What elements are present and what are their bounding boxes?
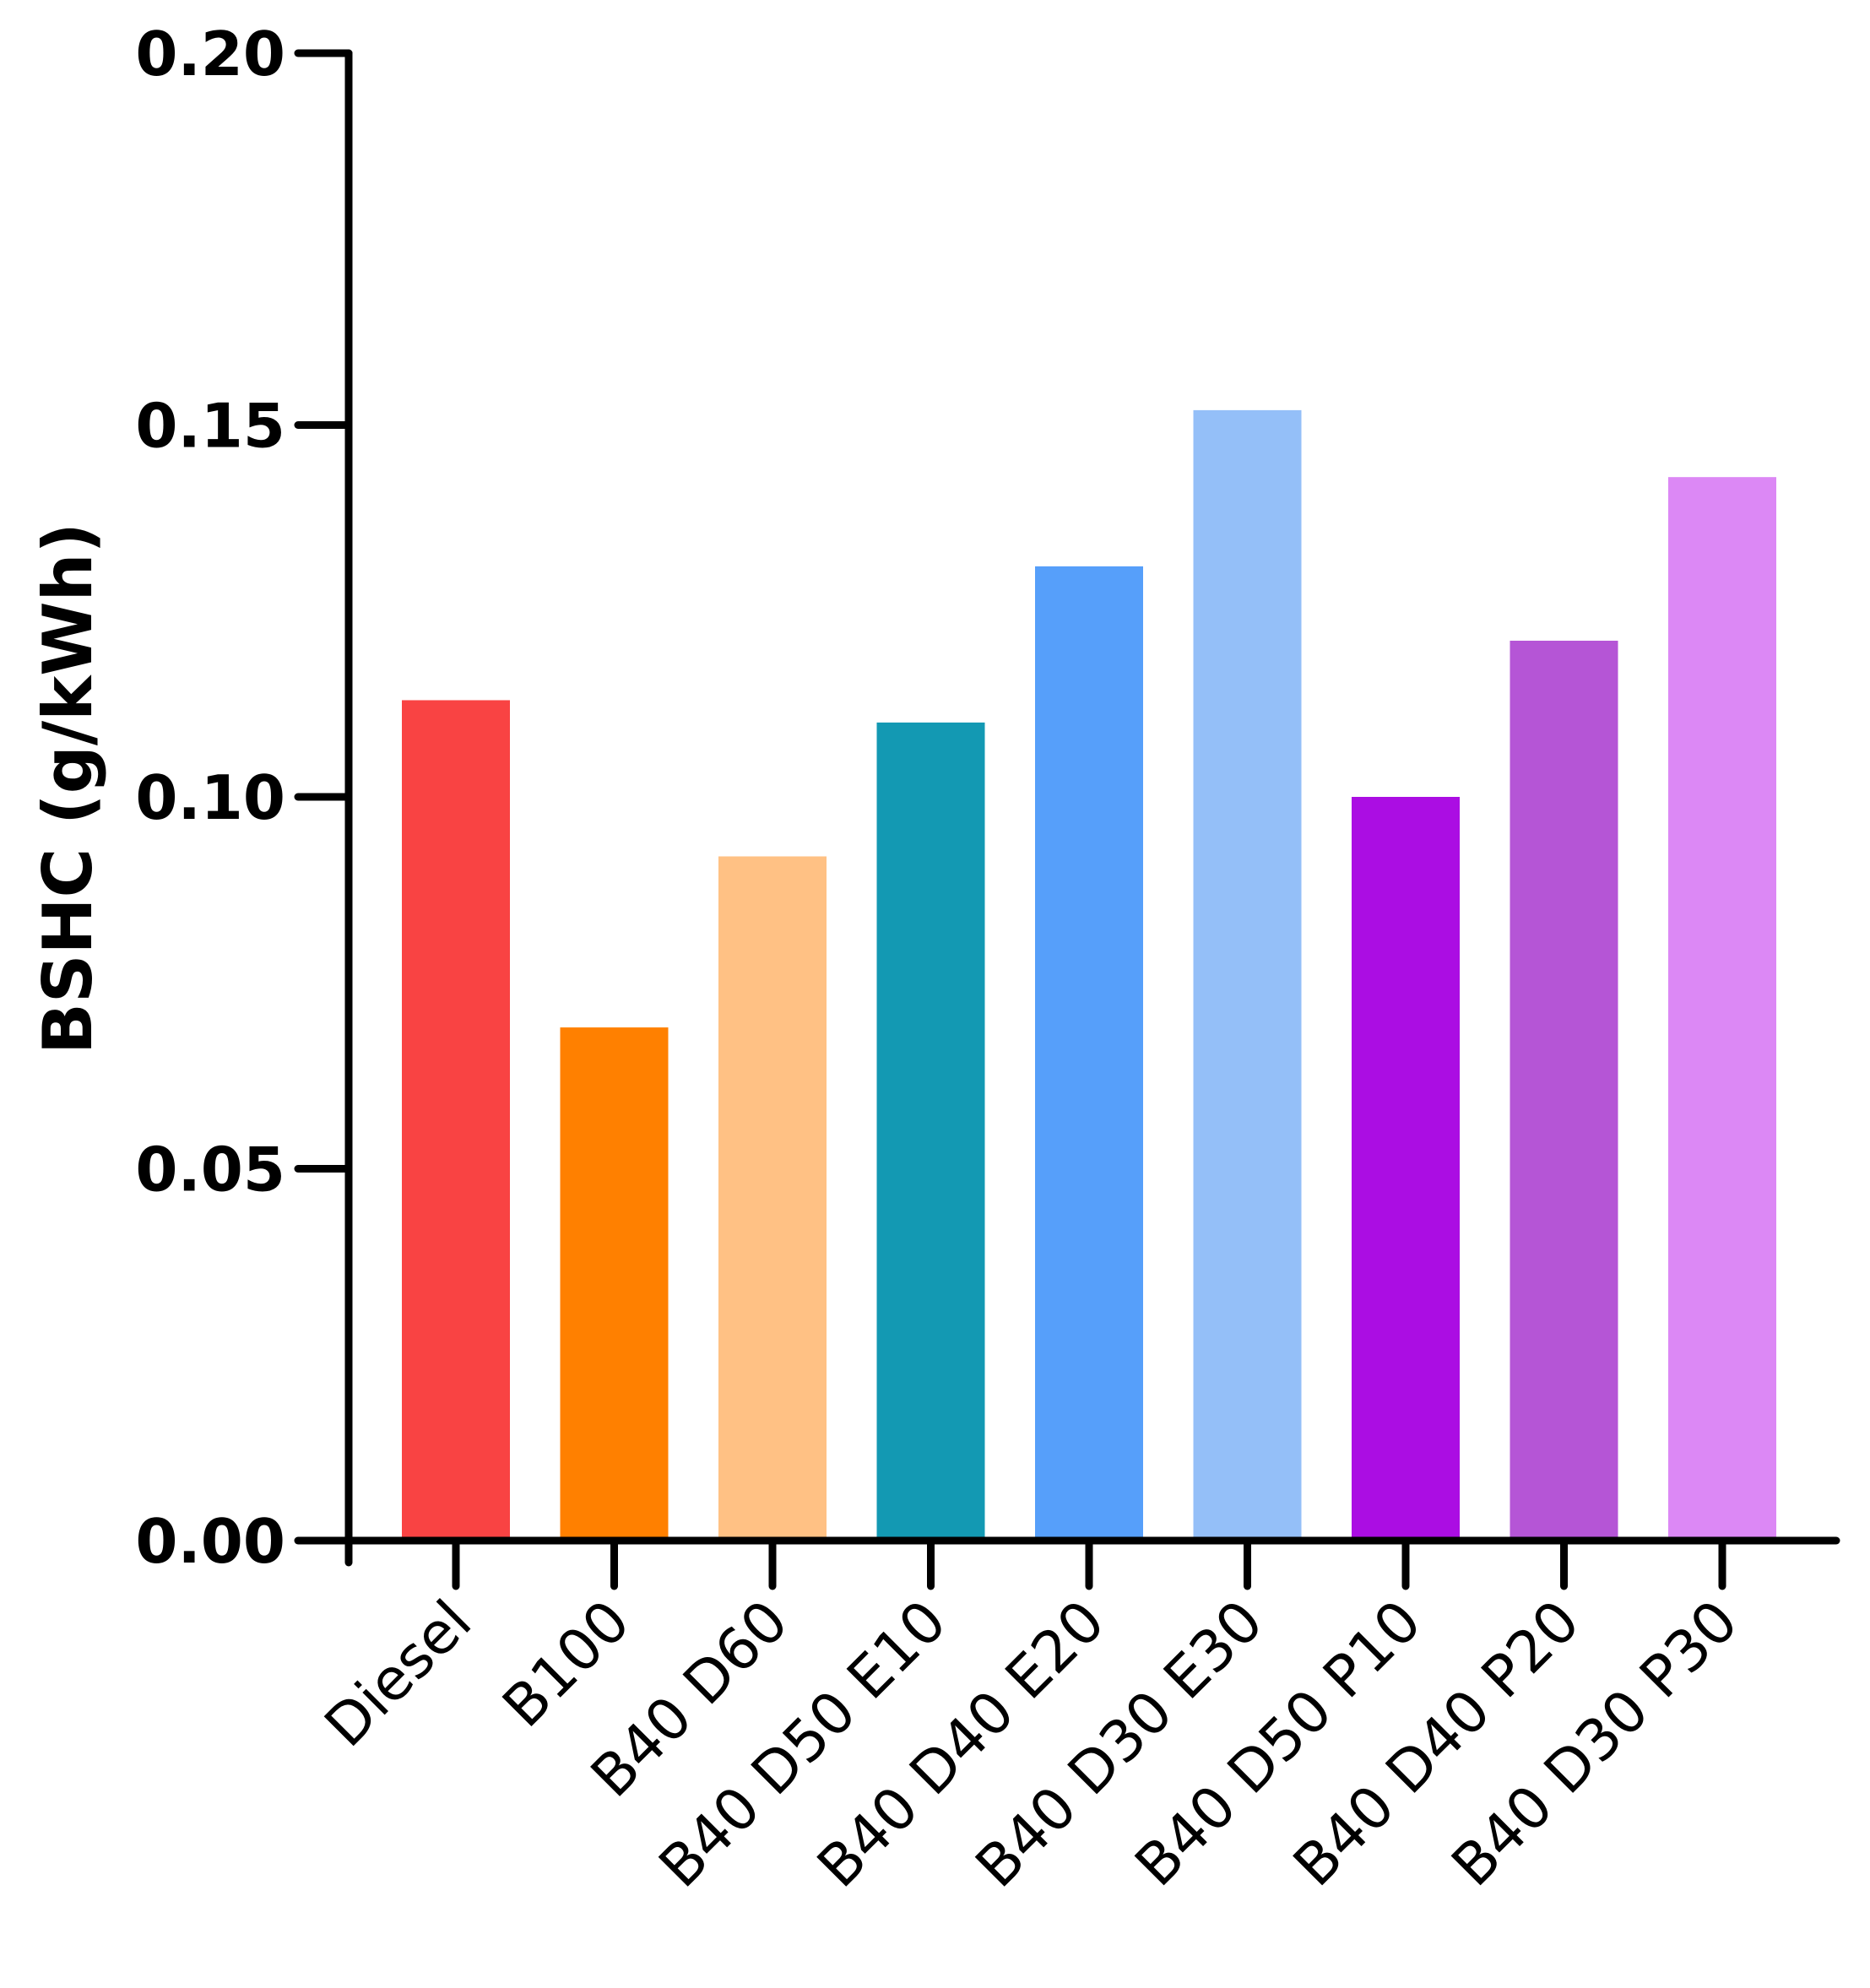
y-tick-label: 0.05 bbox=[135, 1135, 285, 1205]
bar-7 bbox=[1352, 797, 1460, 1541]
y-tick-label: 0.10 bbox=[135, 762, 285, 833]
x-tick-label: B40 D40 P20 bbox=[1282, 1588, 1593, 1899]
y-tick-label: 0.00 bbox=[135, 1506, 285, 1577]
x-tick-label: Diesel bbox=[312, 1588, 485, 1760]
x-tick-label: B100 bbox=[491, 1588, 643, 1741]
bar-8 bbox=[1510, 640, 1618, 1541]
bars bbox=[402, 409, 1776, 1541]
bar-4 bbox=[876, 722, 985, 1541]
bar-1 bbox=[402, 700, 510, 1541]
y-tick-label: 0.15 bbox=[135, 391, 285, 462]
y-axis-title: BSHC (g/kWh) bbox=[29, 523, 107, 1054]
x-tick-label: B40 D30 P30 bbox=[1439, 1588, 1751, 1899]
x-tick-label: B40 D30 E30 bbox=[963, 1588, 1276, 1900]
x-tick-label: B40 D50 E10 bbox=[647, 1588, 959, 1900]
bar-5 bbox=[1035, 566, 1143, 1541]
bar-2 bbox=[560, 1027, 669, 1541]
y-tick-label: 0.20 bbox=[135, 19, 285, 89]
bar-3 bbox=[718, 856, 827, 1541]
y-axis-ticks: 0.00 0.05 0.10 0.15 0.20 bbox=[135, 19, 353, 1577]
x-tick-label: B40 D50 P10 bbox=[1123, 1588, 1434, 1899]
x-tick-label: B40 D40 E20 bbox=[805, 1588, 1118, 1900]
bar-9 bbox=[1668, 477, 1776, 1541]
bar-6 bbox=[1193, 409, 1302, 1541]
